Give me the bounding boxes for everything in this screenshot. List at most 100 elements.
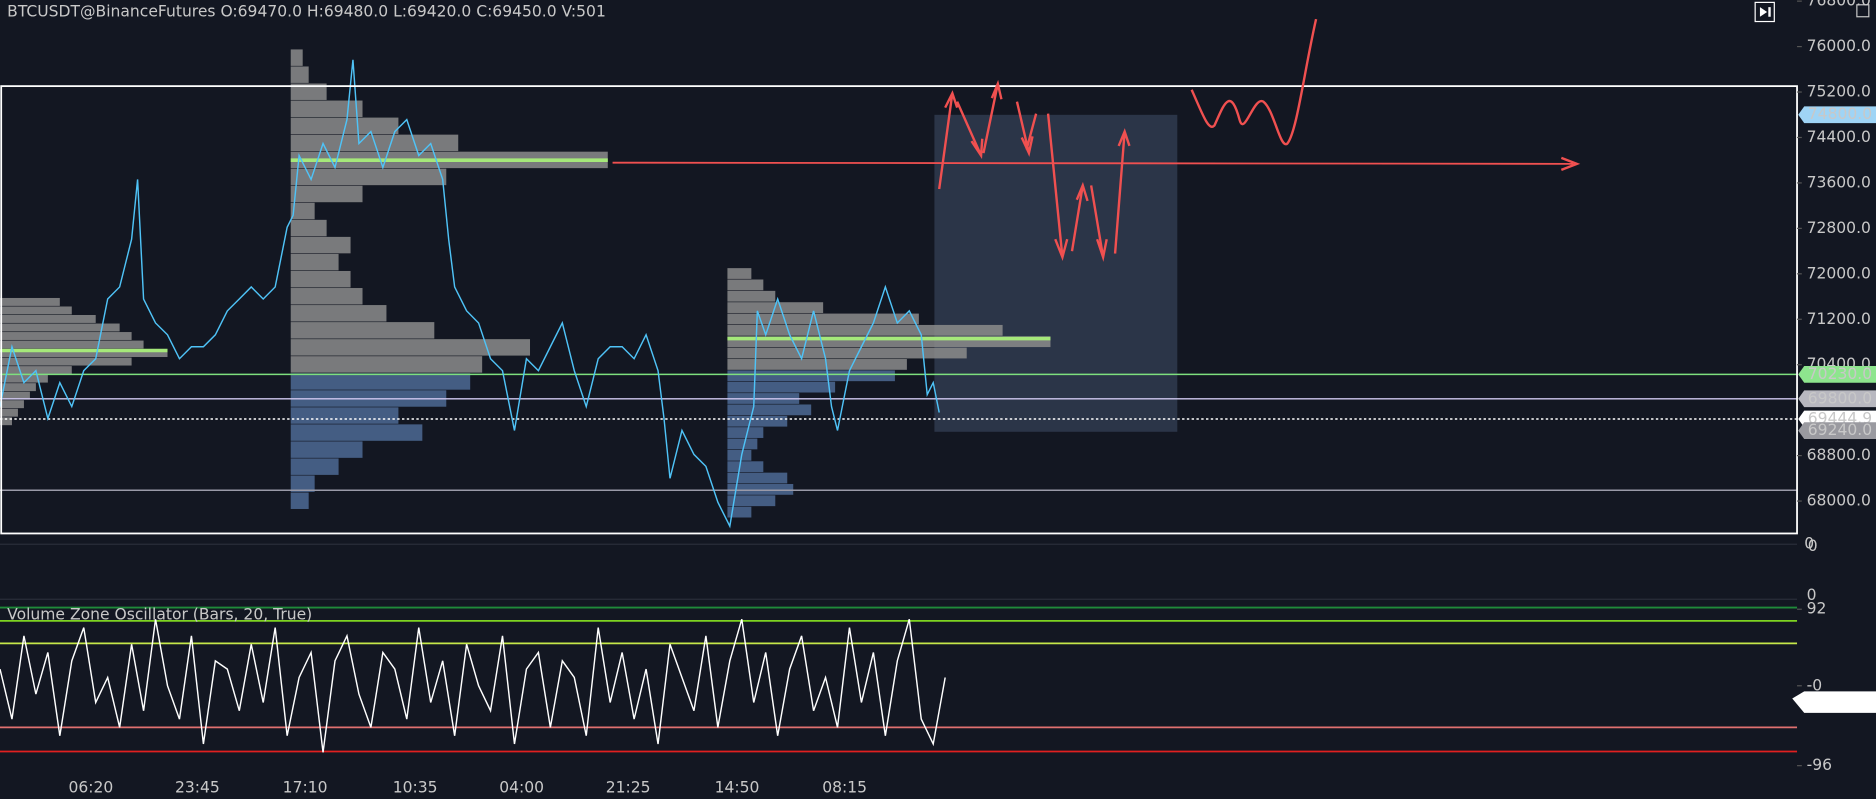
volume-profile-bar [727,506,752,518]
volume-profile-bar [727,324,1003,336]
y-tick-label: 75200.0 [1807,83,1871,101]
volume-profile-bar [0,340,144,349]
volume-profile-bar [290,66,309,83]
x-tick-label: 08:15 [822,779,867,797]
volume-profile-bar [727,290,776,302]
replay-button[interactable] [1754,1,1775,23]
volume-profile-bar [0,391,30,400]
volume-profile-bar [727,359,907,370]
indicator-title: Volume Zone Oscillator (Bars, 20, True) [7,605,312,623]
y-tick-label: -96 [1807,756,1832,774]
volume-profile-bar [727,370,895,382]
volume-profile-bar [727,313,919,325]
volume-profile-bar [0,400,24,409]
replay-icon [1759,7,1771,17]
volume-profile-bar [0,332,132,340]
volume-profile-bar [0,315,96,323]
y-tick-label: 71200.0 [1807,310,1871,328]
volume-profile-bar [727,381,836,393]
oscillator-value-tag [1792,691,1876,713]
range-rectangle [0,85,1798,535]
plot [0,49,1798,753]
forecast-arrows [938,79,1131,262]
arrow-head [1560,156,1581,171]
price-tag [1798,365,1876,383]
volume-profile-bar [727,347,967,359]
volume-profile-bar [290,117,399,135]
series-line [0,59,940,529]
volume-profile-bar [290,441,363,458]
x-tick-label: 04:00 [499,779,544,797]
price-tag-label: 69240.0 [1808,421,1872,439]
volume-profile-bar [290,356,483,373]
volume-profile-bar [290,236,351,254]
volume-profile-bar [290,168,447,186]
price-tag [1798,422,1876,439]
volume-profile-bar [0,349,168,358]
y-tick-label: 68000.0 [1807,492,1871,510]
volume-profile-bar [290,270,351,288]
volume-profile-bar [727,495,776,507]
volume-profile-bar [290,475,315,492]
volume-profile-bar [290,100,363,117]
volume-profile-bar [0,383,36,392]
volume-profile-bar [290,339,531,356]
volume-profile-bar [290,458,339,475]
price-tag [1798,390,1876,408]
x-tick-label: 06:20 [69,779,114,797]
y-tick-label: 72000.0 [1807,264,1871,282]
volume-profile-bar [727,279,764,291]
price-tag [1798,106,1876,124]
drawings [0,18,1798,535]
y-tick-label: 92 [1807,600,1827,618]
volume-profile-bar [290,202,315,220]
volume-profile-bar [0,357,132,366]
y-tick-label: 74400.0 [1807,128,1871,146]
price-tag-label: 69800.0 [1808,389,1872,407]
volume-profile-bar [290,373,471,390]
y-tick-label: 72800.0 [1807,219,1871,237]
price-tag-label: 70230.0 [1808,365,1872,383]
x-tick-label: 23:45 [175,779,220,797]
settings-button[interactable] [1856,4,1870,18]
volume-profile-bar [727,336,1051,348]
pane-label: 0 [1804,535,1814,553]
forecast-box [934,114,1178,432]
drawings-under [934,114,1178,432]
volume-profile-bar [727,404,812,416]
volume-profile-bar [290,83,327,100]
volume-profile-bar [290,322,435,339]
volume-profile-bar [290,219,327,237]
volume-profile-bar [0,408,18,417]
volume-profile-bar [290,424,423,441]
symbol-legend: BTCUSDT@BinanceFutures O:69470.0 H:69480… [7,2,606,20]
volume-profile-bar [727,427,764,438]
volume-profile-bar [727,484,794,495]
series-line [0,619,946,753]
volume-profile-bar [290,407,399,424]
volume-profile-bar [0,297,60,306]
volume-profile-bar [290,49,303,66]
pane-label: 0 [1808,537,1818,555]
y-tick-label: 68800.0 [1807,446,1871,464]
volume-profile-bar [290,305,387,322]
volume-profile-bar [290,288,363,305]
volume-profile-bar [0,374,48,383]
volume-profile-bar [290,253,339,271]
volume-profile-bar [727,268,752,279]
volume-profile-bar [290,492,309,509]
volume-profile-bar [727,449,752,461]
volume-profile-bar [290,185,363,203]
volume-profile-bar [727,415,788,427]
y-tick-label: 73600.0 [1807,173,1871,191]
volume-profile-bar [727,472,788,484]
volume-profile-bar [727,438,758,450]
y-tick-label: 76800.0 [1807,0,1871,10]
price-tag-label: 74800.0 [1808,105,1872,123]
volume-profile-bar [0,323,120,332]
x-tick-label: 10:35 [393,779,438,797]
pane-label: 0 [1807,586,1817,604]
x-tick-label: 21:25 [606,779,651,797]
